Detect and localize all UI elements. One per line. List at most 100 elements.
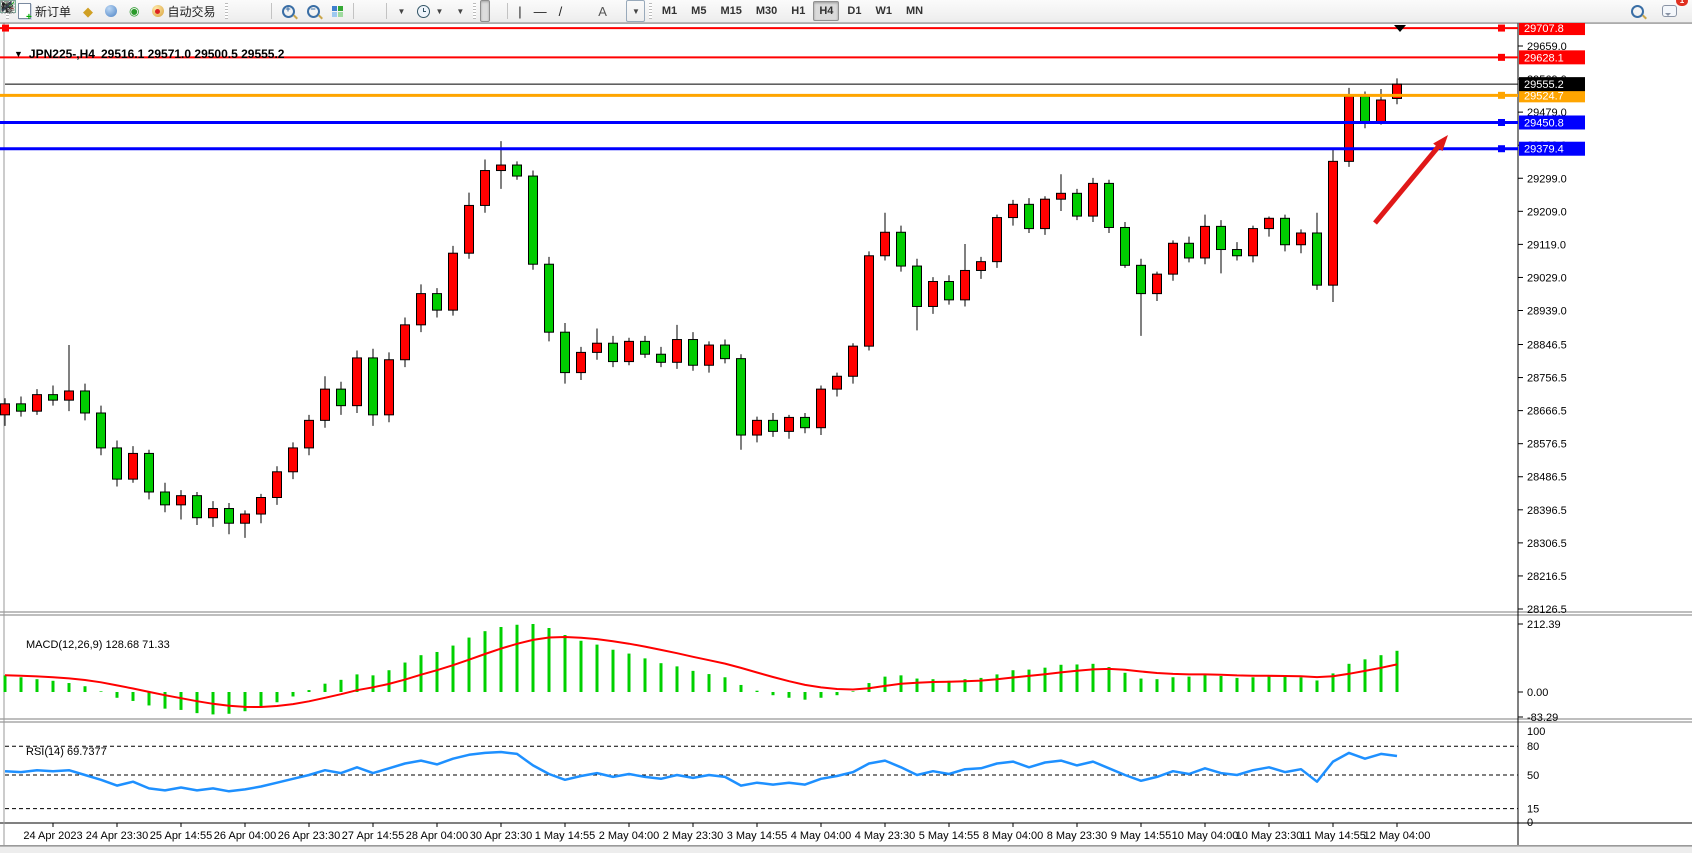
line-endpoint-marker[interactable] — [1498, 91, 1505, 99]
candle — [368, 348, 378, 426]
line-endpoint-marker[interactable] — [1498, 53, 1505, 61]
candle — [1120, 221, 1130, 268]
indicators-button[interactable]: ▼ — [0, 0, 411, 22]
candle — [16, 396, 26, 417]
line-chart-button[interactable] — [0, 0, 266, 22]
bar-chart-button[interactable] — [0, 0, 242, 22]
candle — [1200, 214, 1210, 265]
price-line-label-text: 29524.7 — [1524, 90, 1564, 102]
candle — [800, 413, 810, 434]
new-order-button[interactable]: + 新订单 — [13, 0, 76, 23]
crosshair-button[interactable] — [1, 0, 502, 22]
navigator-button[interactable]: ◉ — [124, 0, 144, 22]
timeframe-button-M1[interactable]: M1 — [661, 5, 678, 17]
timeframe-button-H4[interactable]: H4 — [813, 1, 840, 21]
candle — [1280, 214, 1290, 252]
candle — [1232, 242, 1242, 261]
candle — [256, 493, 266, 524]
macd-axis-label: 212.39 — [1527, 619, 1561, 631]
price-line-label — [1519, 88, 1585, 103]
auto-scroll-button[interactable] — [0, 0, 369, 22]
candle — [464, 192, 474, 259]
candle — [720, 339, 730, 364]
trend-arrow-head[interactable] — [1433, 135, 1448, 152]
rsi-axis-label: 0 — [1527, 817, 1533, 829]
price-line-label — [1519, 50, 1585, 65]
date-tick-label: 10 May 04:00 — [1172, 830, 1239, 842]
market-watch-button[interactable]: ◆ — [78, 0, 98, 22]
autotrading-button[interactable]: 自动交易 — [147, 0, 221, 22]
candle — [576, 346, 586, 380]
chart-canvas[interactable]: 29659.029569.029479.029389.029299.029209… — [0, 23, 1692, 846]
zoom-out-icon: − — [306, 4, 320, 18]
timeframe-button-M5[interactable]: M5 — [691, 5, 707, 17]
date-tick-label: 5 May 14:55 — [919, 830, 980, 842]
rsi-axis-label: 15 — [1527, 804, 1539, 816]
dropdown-caret-icon: ▼ — [435, 6, 444, 16]
notifications-button[interactable]: 1 — [1657, 0, 1688, 22]
candle — [1040, 196, 1050, 235]
candle — [592, 328, 602, 360]
timeframe-button-M15[interactable]: M15 — [720, 5, 742, 17]
timeframe-button-M30[interactable]: M30 — [755, 5, 778, 17]
cursor-button[interactable] — [2, 0, 491, 22]
candle — [944, 275, 954, 305]
candle — [528, 170, 538, 270]
candle — [608, 335, 618, 368]
candle — [64, 345, 74, 412]
price-line-label-text: 29707.8 — [1524, 23, 1564, 35]
candle — [1312, 212, 1322, 290]
tile-windows-button[interactable] — [327, 0, 348, 22]
data-window-button[interactable] — [100, 0, 122, 22]
date-tick-label: 26 Apr 23:30 — [278, 830, 340, 842]
line-endpoint-marker[interactable] — [1498, 24, 1505, 32]
text-button[interactable]: A — [593, 0, 612, 22]
fibonacci-button[interactable]: F — [1, 0, 591, 22]
svg-text:F: F — [9, 10, 13, 14]
timeframe-button-W1[interactable]: W1 — [875, 5, 892, 17]
chart-shift-button[interactable] — [0, 0, 381, 22]
toolbar-separator — [352, 3, 354, 19]
line-endpoint-marker[interactable] — [2, 24, 9, 32]
trend-arrow-object[interactable] — [1373, 142, 1443, 225]
candle — [1344, 87, 1354, 167]
toolbar-separator — [270, 3, 272, 19]
timeframe-button-H1[interactable]: H1 — [791, 5, 806, 17]
text-label-button[interactable]: T — [0, 0, 624, 22]
trendline-button[interactable]: / — [554, 0, 568, 22]
horizontal-line-button[interactable]: — — [529, 0, 552, 22]
zoom-in-button[interactable]: + — [277, 0, 300, 22]
search-button[interactable] — [1626, 0, 1649, 22]
price-tick-label: 28756.5 — [1527, 373, 1567, 385]
arrows-button[interactable]: ▼ — [1, 0, 645, 22]
price-tick-label: 29209.0 — [1527, 206, 1567, 218]
line-endpoint-marker[interactable] — [1498, 118, 1505, 126]
price-tick-label: 28846.5 — [1527, 339, 1567, 351]
candle — [112, 440, 122, 487]
rsi-line — [4, 750, 1398, 793]
line-endpoint-marker[interactable] — [1498, 145, 1505, 153]
candle — [288, 442, 298, 480]
candle — [384, 352, 394, 423]
candlestick-button[interactable] — [0, 0, 254, 22]
date-tick-label: 4 May 04:00 — [791, 830, 852, 842]
vertical-line-button[interactable]: | — [513, 0, 526, 22]
candle — [1168, 240, 1178, 281]
timeframe-button-D1[interactable]: D1 — [847, 5, 862, 17]
timeframe-button-MN[interactable]: MN — [905, 5, 924, 17]
channel-button[interactable]: E — [1, 0, 579, 22]
date-tick-label: 2 May 23:30 — [663, 830, 724, 842]
date-tick-label: 2 May 04:00 — [599, 830, 660, 842]
templates-button[interactable]: ▼ — [0, 0, 469, 22]
periods-button[interactable]: ▼ — [412, 0, 448, 22]
date-tick-label: 11 May 14:55 — [1300, 830, 1366, 842]
toolbar-grip — [224, 3, 228, 19]
date-tick-label: 8 May 04:00 — [983, 830, 1044, 842]
zoom-out-button[interactable]: − — [302, 0, 325, 22]
candle — [992, 214, 1002, 268]
periods-clock-icon — [417, 4, 431, 18]
date-tick-label: 4 May 23:30 — [855, 830, 916, 842]
chart-shift-marker-icon[interactable] — [1394, 25, 1406, 32]
market-watch-icon: ◆ — [83, 3, 94, 19]
date-tick-label: 25 Apr 14:55 — [150, 830, 212, 842]
